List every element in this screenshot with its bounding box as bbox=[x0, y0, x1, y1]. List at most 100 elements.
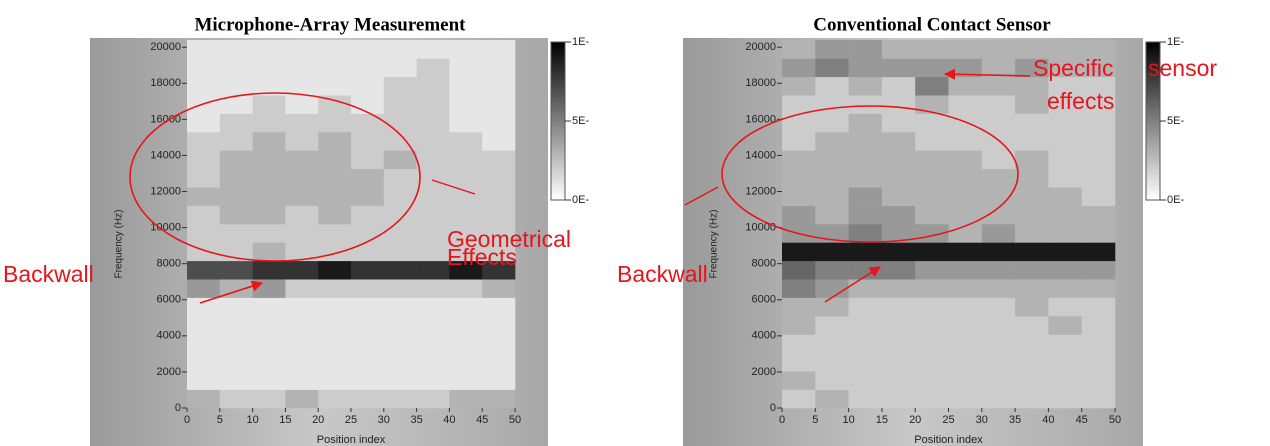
y-tick-label: 10000 bbox=[150, 222, 181, 234]
heat-cell bbox=[1081, 334, 1116, 354]
heat-cell bbox=[416, 132, 450, 151]
y-tick-label: 20000 bbox=[150, 41, 181, 53]
heat-cell bbox=[915, 150, 949, 170]
heat-cell bbox=[449, 58, 483, 78]
heat-cell bbox=[449, 168, 483, 188]
heat-cell bbox=[219, 168, 253, 188]
colorbar-tick-label: 0E- bbox=[572, 194, 589, 206]
heat-cell bbox=[782, 205, 816, 225]
heat-cell bbox=[1081, 279, 1116, 298]
heat-cell bbox=[449, 95, 483, 114]
x-tick-label: 30 bbox=[976, 414, 988, 426]
heat-cell bbox=[219, 389, 253, 409]
heat-cell bbox=[416, 187, 450, 206]
heat-cell bbox=[1081, 260, 1116, 280]
heat-cell bbox=[252, 187, 286, 206]
heat-cell bbox=[881, 76, 916, 96]
heat-cell bbox=[449, 242, 483, 262]
heat-cell bbox=[848, 40, 883, 59]
annotation-ellipse bbox=[721, 105, 1019, 243]
heat-cell bbox=[252, 334, 286, 354]
heat-cell bbox=[981, 40, 1016, 59]
heat-cell bbox=[252, 242, 286, 262]
heat-cell bbox=[416, 150, 450, 170]
heat-cell bbox=[815, 334, 849, 354]
heat-cell bbox=[881, 297, 916, 317]
heat-cell bbox=[187, 297, 221, 317]
heat-cell bbox=[219, 352, 253, 372]
colorbar-tick-label: 1E- bbox=[572, 36, 589, 48]
heat-cell bbox=[981, 168, 1016, 188]
heat-cell bbox=[482, 58, 516, 78]
y-tick-label: 16000 bbox=[745, 113, 776, 125]
heat-cell bbox=[351, 40, 385, 59]
heat-cell bbox=[219, 40, 253, 59]
heat-cell bbox=[782, 113, 816, 133]
heat-cell bbox=[383, 279, 417, 298]
heat-cell bbox=[187, 371, 221, 390]
heat-cell bbox=[187, 205, 221, 225]
heat-cell bbox=[187, 334, 221, 354]
y-tick-label: 2000 bbox=[157, 366, 181, 378]
heat-cell bbox=[1048, 95, 1082, 114]
annotation-arrow bbox=[199, 280, 264, 304]
heat-cell bbox=[449, 113, 483, 133]
heat-cell bbox=[848, 205, 883, 225]
heat-cell bbox=[285, 205, 319, 225]
heat-cell bbox=[815, 316, 849, 335]
heat-cell bbox=[1048, 168, 1082, 188]
heat-cell bbox=[881, 132, 916, 151]
heat-cell bbox=[981, 76, 1016, 96]
heat-cell bbox=[351, 260, 385, 280]
x-tick-label: 10 bbox=[246, 414, 258, 426]
heat-cell bbox=[482, 297, 516, 317]
annotation-text: Specific bbox=[1033, 55, 1114, 81]
heat-cell bbox=[848, 316, 883, 335]
heat-cell bbox=[948, 187, 983, 206]
heat-cell bbox=[815, 168, 849, 188]
heat-cell bbox=[981, 297, 1016, 317]
heat-cell bbox=[416, 95, 450, 114]
heat-cell bbox=[416, 260, 450, 280]
heat-cell bbox=[318, 58, 352, 78]
heat-cell bbox=[782, 297, 816, 317]
heat-cell bbox=[187, 132, 221, 151]
heat-cell bbox=[1081, 168, 1116, 188]
heat-cell bbox=[782, 168, 816, 188]
y-tick-label: 20000 bbox=[745, 41, 776, 53]
heat-cell bbox=[383, 205, 417, 225]
x-tick-label: 35 bbox=[410, 414, 422, 426]
heat-cell bbox=[285, 316, 319, 335]
heat-cell bbox=[416, 113, 450, 133]
heat-cell bbox=[1081, 150, 1116, 170]
heat-cell bbox=[416, 40, 450, 59]
x-tick-label: 50 bbox=[509, 414, 521, 426]
x-tick-label: 20 bbox=[312, 414, 324, 426]
heat-cell bbox=[948, 389, 983, 409]
heat-cell bbox=[915, 132, 949, 151]
x-tick-label: 20 bbox=[909, 414, 921, 426]
heat-cell bbox=[1015, 316, 1049, 335]
annotation-arrow bbox=[824, 266, 881, 303]
heat-cell bbox=[318, 297, 352, 317]
heat-cell bbox=[449, 316, 483, 335]
heat-cell bbox=[318, 352, 352, 372]
heat-cell bbox=[782, 132, 816, 151]
heat-cell bbox=[219, 371, 253, 390]
heat-cell bbox=[1015, 150, 1049, 170]
heat-cell bbox=[881, 224, 916, 243]
heat-cell bbox=[1015, 40, 1049, 59]
heat-cell bbox=[351, 113, 385, 133]
heat-cell bbox=[1048, 187, 1082, 206]
heat-cell bbox=[881, 260, 916, 280]
heat-cell bbox=[482, 242, 516, 262]
heat-cell bbox=[881, 352, 916, 372]
heat-cell bbox=[848, 242, 883, 262]
heat-cell bbox=[848, 352, 883, 372]
heat-cell bbox=[1048, 316, 1082, 335]
heat-cell bbox=[948, 132, 983, 151]
heat-cell bbox=[383, 58, 417, 78]
heat-cell bbox=[252, 132, 286, 151]
heat-cell bbox=[383, 316, 417, 335]
heat-cell bbox=[1015, 168, 1049, 188]
